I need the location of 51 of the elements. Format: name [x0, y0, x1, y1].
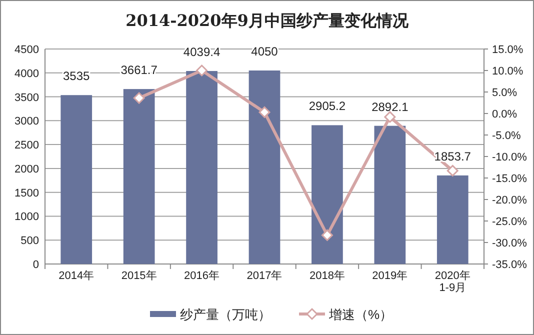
y2-tick-label: -35.0% [492, 259, 528, 271]
y2-tick-label: -20.0% [492, 194, 528, 206]
bar [248, 70, 280, 264]
data-label: 4050 [251, 44, 278, 58]
y2-tick-label: -5.0% [492, 130, 521, 142]
y-tick-label: 1000 [14, 211, 39, 224]
x-tick-label: 2020年 1-9月 [434, 270, 470, 294]
legend-label: 纱产量（万吨） [180, 307, 271, 322]
y2-tick-label: 0.0% [492, 108, 518, 120]
point [258, 106, 270, 118]
data-label: 3535 [63, 69, 90, 84]
point [133, 92, 145, 104]
bar [186, 71, 218, 264]
y-tick-label: 0 [32, 259, 39, 271]
point [321, 229, 333, 241]
bar [60, 95, 92, 264]
y-tick-label: 3000 [14, 116, 39, 128]
point [384, 111, 396, 123]
y2-tick-label: -25.0% [492, 216, 528, 228]
x-tick-label: 2014年 [58, 270, 94, 282]
data-label: 4039.4 [183, 45, 220, 60]
x-tick-label: 2019年 [372, 270, 408, 282]
y-tick-label: 4000 [14, 68, 39, 80]
y2-tick-label: -30.0% [492, 238, 528, 250]
x-tick-label: 2016年 [184, 270, 220, 282]
y-tick-label: 4500 [14, 44, 39, 56]
bar [123, 89, 155, 264]
y2-tick-label: 15.0% [492, 44, 524, 56]
data-label: 2905.2 [308, 99, 346, 114]
y-tick-label: 2000 [14, 163, 39, 176]
y-tick-label: 3500 [14, 92, 39, 104]
y-tick-label: 500 [20, 235, 39, 248]
data-label: 2892.1 [372, 100, 409, 114]
bar [374, 126, 406, 264]
bar [436, 175, 468, 264]
y2-tick-label: -15.0% [492, 173, 528, 185]
point [446, 164, 458, 176]
bar [312, 125, 343, 264]
legend-label: 增速（%） [328, 307, 393, 322]
y-tick-label: 1500 [14, 187, 39, 200]
x-tick-label: 2017年 [246, 270, 282, 282]
y2-tick-label: -10.0% [492, 152, 528, 164]
data-label: 1853.7 [434, 149, 472, 164]
x-tick-label: 2015年 [121, 270, 157, 282]
y-tick-label: 2500 [14, 140, 39, 152]
point [196, 64, 208, 76]
data-label: 3661.7 [120, 63, 158, 78]
chart-title: 2014-2020年9月中国纱产量变化情况 [126, 11, 410, 30]
y2-tick-label: 5.0% [492, 87, 518, 99]
x-tick-label: 2018年 [309, 270, 345, 282]
y2-tick-label: 10.0% [492, 66, 524, 78]
